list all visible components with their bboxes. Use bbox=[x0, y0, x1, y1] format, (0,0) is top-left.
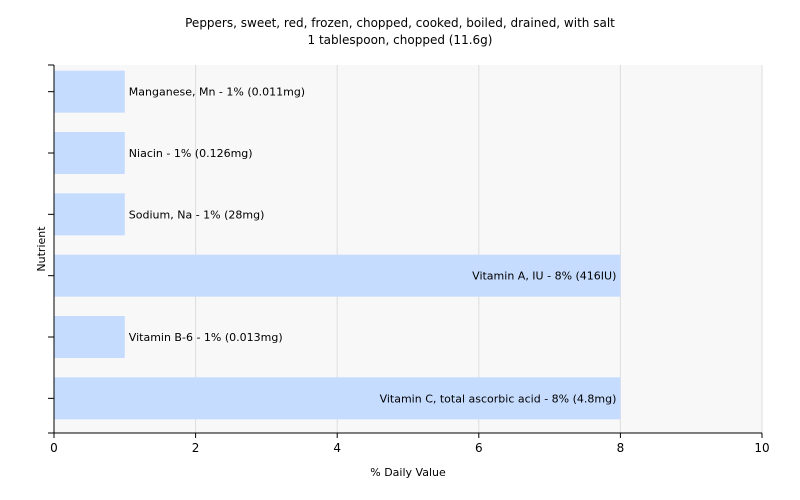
bar-label: Vitamin B-6 - 1% (0.013mg) bbox=[129, 331, 283, 344]
bar bbox=[54, 70, 125, 113]
x-tick-label: 10 bbox=[754, 441, 769, 455]
y-axis-title: Nutrient bbox=[35, 226, 48, 272]
plot-area bbox=[54, 65, 762, 433]
bar bbox=[54, 316, 125, 358]
axes: 0 2 4 6 8 10 bbox=[48, 64, 770, 455]
bar bbox=[54, 254, 621, 297]
x-axis-title: % Daily Value bbox=[370, 466, 446, 479]
bar-label: Vitamin C, total ascorbic acid - 8% (4.8… bbox=[380, 392, 617, 405]
bar bbox=[54, 377, 621, 420]
x-tick-label: 6 bbox=[475, 441, 483, 455]
chart-title: Peppers, sweet, red, frozen, chopped, co… bbox=[185, 16, 615, 30]
bar bbox=[54, 193, 125, 236]
bar bbox=[54, 132, 125, 174]
chart-subtitle: 1 tablespoon, chopped (11.6g) bbox=[307, 33, 493, 47]
x-tick-label: 4 bbox=[333, 441, 341, 455]
bar-label: Manganese, Mn - 1% (0.011mg) bbox=[129, 86, 305, 99]
bars: Manganese, Mn - 1% (0.011mg) Niacin - 1% … bbox=[54, 70, 621, 420]
chart-title-block: Peppers, sweet, red, frozen, chopped, co… bbox=[0, 15, 800, 49]
bar-label: Vitamin A, IU - 8% (416IU) bbox=[472, 270, 616, 283]
x-tick-label: 0 bbox=[50, 441, 58, 455]
bar-label: Sodium, Na - 1% (28mg) bbox=[129, 208, 265, 221]
gridlines bbox=[195, 65, 763, 433]
x-tick-label: 8 bbox=[617, 441, 625, 455]
x-tick-label: 2 bbox=[192, 441, 200, 455]
bar-label: Niacin - 1% (0.126mg) bbox=[129, 147, 253, 160]
